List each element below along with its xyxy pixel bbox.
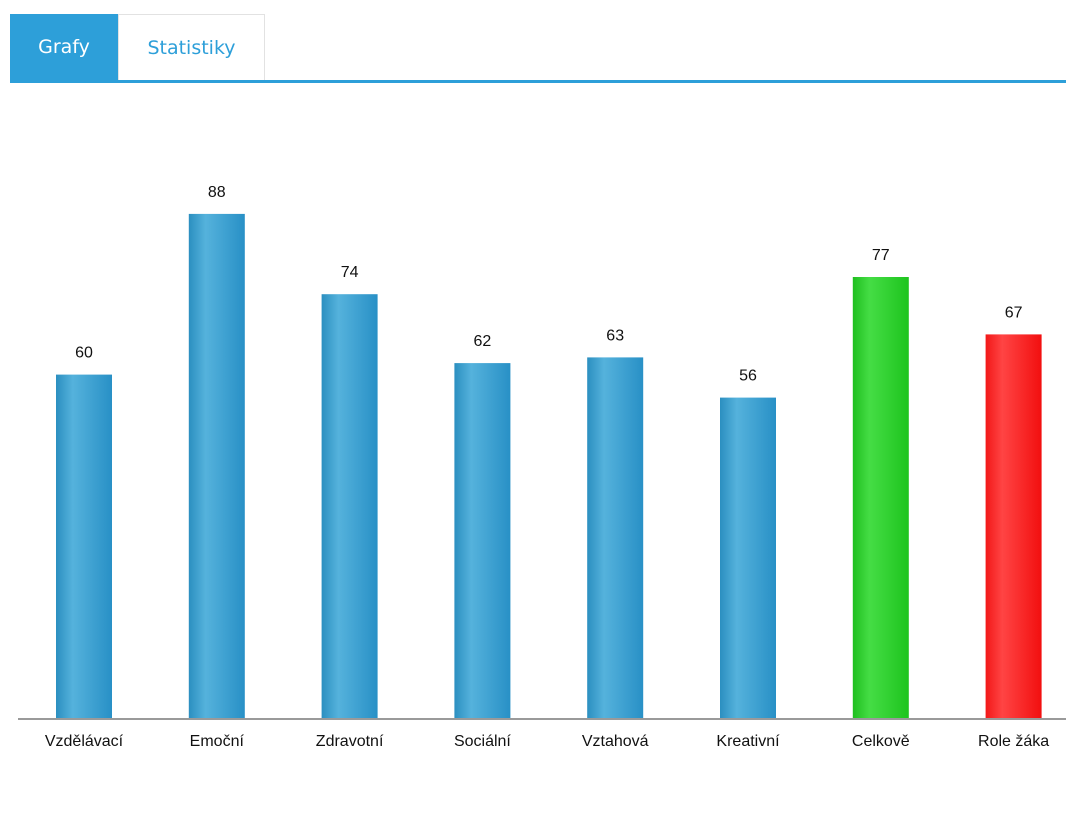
bar-7: [985, 334, 1042, 719]
category-label: Role žáka: [978, 733, 1049, 750]
category-label: Zdravotní: [316, 733, 384, 750]
category-label: Vztahová: [582, 733, 649, 750]
bar-value-label: 77: [872, 247, 890, 264]
bar-3: [454, 363, 511, 719]
bar-0: [56, 374, 112, 719]
category-label: Emoční: [190, 733, 245, 750]
bar-1: [188, 213, 245, 719]
bar-value-label: 63: [606, 327, 624, 344]
category-label: Kreativní: [716, 733, 780, 750]
tab-grafy[interactable]: Grafy: [10, 14, 118, 80]
bar-value-label: 74: [341, 264, 359, 281]
category-label: Vzdělávací: [45, 733, 124, 750]
bar-value-label: 60: [75, 345, 93, 362]
bar-5: [720, 397, 776, 719]
tab-bar: Grafy Statistiky: [10, 14, 1066, 83]
category-label: Sociální: [454, 733, 511, 750]
bar-value-label: 88: [208, 184, 226, 201]
tab-statistiky[interactable]: Statistiky: [118, 14, 265, 80]
bar-value-label: 67: [1005, 304, 1023, 321]
bar-value-label: 62: [474, 333, 492, 350]
tab-underline: [10, 80, 1066, 83]
bar-6: [852, 277, 909, 719]
bar-2: [321, 294, 378, 719]
bar-4: [587, 357, 644, 719]
category-label: Celkově: [852, 733, 910, 750]
bar-value-label: 56: [739, 368, 757, 385]
bars-group: 60 Vzdělávací 88 Emoční 74 Zdravotní 62 Sociáln…: [45, 184, 1049, 750]
